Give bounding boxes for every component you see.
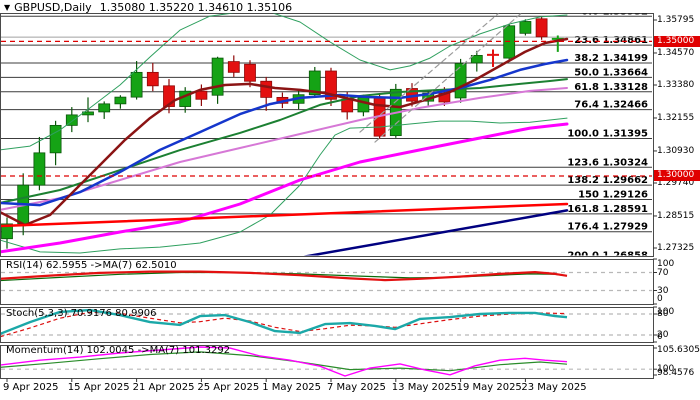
momentum-main-line: [1, 346, 568, 377]
fib-label-100.0: 100.0 1.31395: [567, 128, 648, 139]
fib-label-61.8: 61.8 1.33128: [574, 82, 648, 93]
date-axis-label: 7 May 2025: [327, 382, 386, 393]
stochastic-axis-label: 80: [657, 309, 669, 319]
candle-body-21: [341, 98, 354, 113]
candle-body-22: [357, 96, 370, 113]
stochastic-content: [1, 308, 652, 338]
main-pane-content: 0.0 1.35932 23.6 1.34861 38.2 1.34199 50.0 …: [1, 6, 652, 262]
bollinger-lower: [1, 117, 568, 254]
rsi-pane-background[interactable]: [0, 259, 654, 305]
candle-body-32: [519, 21, 532, 34]
symbol-timeframe-label: GBPUSD,Daily: [14, 1, 92, 14]
ma-fast-maroon: [1, 37, 569, 227]
price-axis-label: 1.28515: [657, 210, 695, 221]
trendline-red: [1, 202, 569, 228]
candle-body-29: [470, 54, 483, 64]
candle-body-0: [1, 223, 13, 240]
rsi-main-line: [1, 270, 568, 282]
date-axis-label: 19 May 2025: [456, 382, 522, 393]
fib-label-200.0: 200.0 1.26858: [567, 251, 648, 262]
momentum-content: [1, 346, 652, 377]
price-axis-label: 1.34570: [657, 47, 695, 58]
candle-body-19: [308, 70, 321, 96]
price-level-box: 1.30000: [654, 170, 700, 182]
rsi-content: [1, 270, 652, 292]
date-axis-label: 21 Apr 2025: [132, 382, 195, 393]
stochastic-axis-label: 0: [657, 332, 663, 342]
fib-label-161.8: 161.8 1.28591: [567, 204, 648, 215]
candle-body-33: [535, 18, 548, 38]
chart-title-bar: ▼ GBPUSD,Daily 1.35080 1.35220 1.34610 1.3…: [4, 1, 292, 14]
fib-label-76.4: 76.4 1.32466: [574, 100, 648, 111]
fib-label-23.6: 23.6 1.34861: [574, 35, 648, 46]
price-axis-label: 1.35795: [657, 15, 695, 25]
candle-body-6: [98, 103, 111, 113]
stochastic-pane-label: Stoch(5,3,3) 70.9176 80.9906: [6, 308, 157, 319]
symbol-dropdown-icon[interactable]: ▼: [4, 3, 11, 12]
fib-label-123.6: 123.6 1.30324: [567, 157, 648, 168]
fib-label-176.4: 176.4 1.27929: [567, 222, 648, 233]
rsi-pane-label: RSI(14) 62.5955 ->MA(7) 62.5010: [6, 260, 177, 271]
rsi-axis-label: 100: [657, 259, 675, 269]
price-axis-label: 1.32155: [657, 112, 695, 123]
date-axis-label: 13 May 2025: [391, 382, 458, 393]
candle-body-14: [227, 61, 240, 73]
fib-label-50.0: 50.0 1.33664: [574, 67, 648, 78]
candle-body-2: [33, 152, 46, 186]
date-axis-label: 23 May 2025: [521, 382, 587, 393]
candle-body-8: [130, 71, 143, 98]
rsi-axis-label: 30: [657, 285, 669, 296]
fib-label-138.2: 138.2 1.29662: [567, 175, 648, 186]
candle-body-9: [146, 71, 159, 87]
stochastic-axis-label: 100: [657, 307, 675, 317]
fib-label-150: 150 1.29126: [578, 190, 648, 201]
rsi-axis-label: 70: [657, 267, 669, 278]
momentum-pane-label: Momentum(14) 102.0045 ->MA(7) 101.3292: [6, 345, 231, 356]
dashed-trendline-1: [374, 13, 522, 143]
candle-body-13: [211, 57, 224, 96]
price-axis-label: 1.30930: [657, 145, 695, 156]
candle-body-10: [163, 85, 175, 107]
ohlc-values: 1.35080 1.35220 1.34610 1.35106: [99, 1, 293, 14]
price-level-box: 1.35000: [654, 35, 700, 47]
fib-label-0.0: 0.0 1.35932: [581, 6, 648, 17]
candle-body-15: [244, 63, 256, 82]
candle-body-4: [65, 114, 78, 126]
candle-body-3: [49, 124, 62, 154]
main-pane-background[interactable]: [0, 13, 654, 257]
date-axis-label: 15 Apr 2025: [67, 382, 130, 393]
momentum-axis-label: 98.4576: [657, 368, 695, 378]
fib-label-38.2: 38.2 1.34199: [574, 53, 648, 64]
rsi-ma-line: [1, 271, 568, 282]
candle-body-20: [325, 70, 337, 100]
price-axis-label: 1.29740: [657, 177, 695, 188]
candle-body-12: [195, 90, 208, 100]
ma-slower-plum: [1, 87, 568, 211]
dashed-trendline-2: [359, 13, 500, 133]
date-axis-label: 1 May 2025: [262, 382, 322, 393]
ma-slowest-magenta: [1, 122, 569, 254]
stochastic-axis-label: 20: [657, 330, 669, 340]
date-axis-label: 25 Apr 2025: [197, 382, 260, 393]
stoch-main-line: [1, 308, 568, 335]
candle-body-7: [114, 96, 127, 105]
date-axis-label: 9 Apr 2025: [3, 382, 59, 393]
momentum-axis-label: 100: [657, 364, 675, 375]
trendline-navy: [303, 209, 569, 256]
candle-body-16: [260, 80, 273, 98]
rsi-axis-label: 0: [657, 294, 663, 304]
price-axis-label: 1.33380: [657, 80, 695, 90]
momentum-axis-label: 105.6305: [657, 345, 700, 355]
candle-body-28: [454, 63, 467, 99]
price-axis-label: 1.27325: [657, 242, 695, 253]
